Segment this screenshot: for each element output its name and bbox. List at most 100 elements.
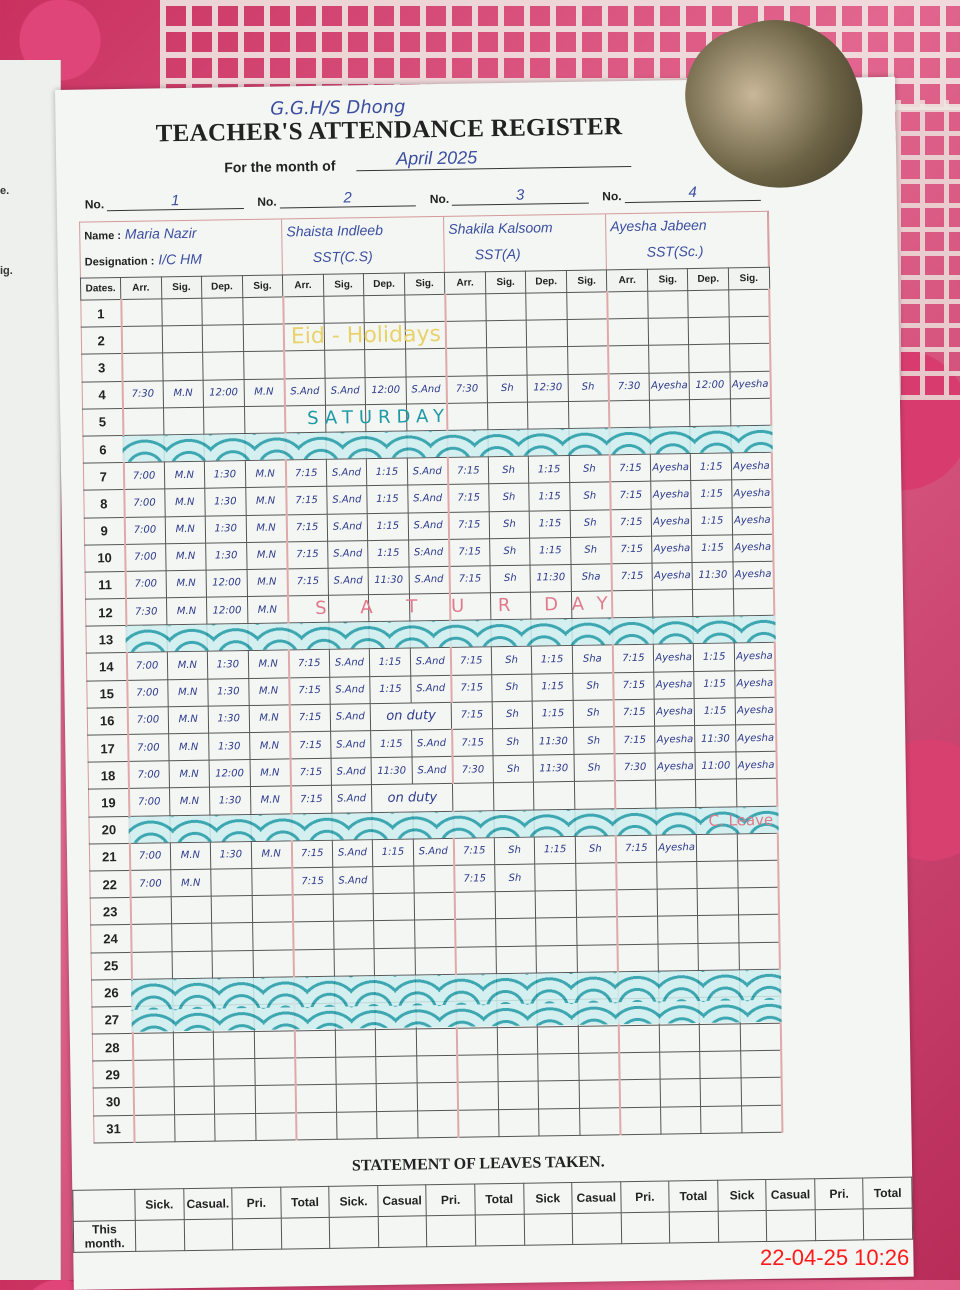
signature-cell: S.And	[407, 457, 448, 486]
signature-cell	[652, 589, 694, 618]
time-cell: 1:15	[534, 836, 576, 864]
time-cell: 1:30	[205, 515, 247, 543]
time-cell	[283, 350, 325, 379]
time-cell	[373, 893, 415, 921]
attendance-grid: Name : Maria Nazir Designation : I/C HM …	[79, 210, 783, 1144]
left-page: e. ig.	[0, 60, 61, 1280]
date-cell: 5	[82, 408, 123, 437]
time-cell	[203, 406, 245, 435]
time-cell	[688, 317, 730, 345]
time-cell	[213, 1058, 255, 1087]
signature-cell	[416, 1028, 457, 1057]
time-cell	[619, 1079, 661, 1108]
signature-cell	[728, 289, 770, 318]
signature-cell	[575, 889, 617, 918]
signature-cell: S.And	[405, 375, 447, 404]
time-cell: 7:15	[286, 513, 328, 542]
time-cell: 7:00	[129, 869, 171, 898]
signature-cell: Ayesha	[648, 372, 690, 400]
date-cell: 21	[89, 843, 130, 871]
time-cell: 7:15	[285, 459, 327, 488]
signature-cell	[738, 914, 780, 943]
time-cell: 7:00	[127, 706, 169, 735]
time-cell: 7:30	[446, 375, 488, 404]
time-cell	[121, 326, 163, 354]
signature-cell: Sh	[570, 536, 612, 565]
time-cell: 1:15	[532, 673, 573, 701]
time-cell: 11:30	[694, 724, 736, 753]
date-cell: 9	[84, 516, 125, 545]
signature-cell	[741, 1104, 783, 1133]
time-cell	[293, 948, 335, 977]
time-cell: 7:30	[614, 753, 656, 782]
time-cell: 7:00	[125, 570, 167, 599]
time-cell	[120, 298, 162, 327]
time-cell: 1:15	[366, 485, 408, 514]
signature-cell: M.N	[250, 786, 292, 815]
time-cell: 1:15	[528, 455, 570, 484]
time-cell	[454, 891, 496, 920]
column-header: Dates.	[80, 277, 121, 301]
signature-cell: S.And	[331, 839, 373, 868]
time-cell	[700, 1051, 742, 1079]
time-cell: 11:30	[368, 566, 410, 595]
teacher-designation: SST(A)	[474, 245, 521, 263]
date-cell: 2	[81, 326, 122, 355]
time-cell	[214, 1113, 256, 1141]
time-cell: 1:15	[366, 458, 408, 486]
signature-cell	[172, 1032, 214, 1061]
signature-cell	[170, 896, 212, 925]
signature-cell: Ayesha	[654, 752, 696, 781]
signature-cell	[738, 941, 780, 970]
signature-cell	[729, 343, 771, 372]
signature-cell	[649, 399, 691, 428]
signature-cell: M.N	[165, 542, 207, 571]
date-cell: 31	[93, 1115, 135, 1143]
time-cell: 7:15	[613, 726, 655, 754]
signature-cell: Sh	[567, 373, 609, 402]
signature-cell	[171, 923, 213, 952]
date-cell: 14	[86, 652, 127, 681]
signature-cell: S.And	[328, 649, 370, 677]
time-cell	[619, 1106, 661, 1135]
signature-cell: M.N	[246, 541, 288, 570]
leaves-header: Casual	[377, 1184, 427, 1217]
leaves-cell	[523, 1213, 573, 1246]
time-cell	[294, 1057, 336, 1086]
signature-cell	[659, 1024, 701, 1053]
signature-cell: M.N	[169, 841, 211, 870]
time-cell: 7:15	[290, 785, 332, 814]
date-cell: 1	[80, 299, 122, 328]
teacher-name: Shaista Indleeb	[286, 221, 384, 240]
signature-cell: Ayesha	[650, 453, 692, 482]
teacher-4: Ayesha Jabeen SST(Sc.)	[606, 211, 769, 270]
leaves-header: Pri.	[231, 1187, 281, 1219]
signature-cell	[497, 1027, 539, 1055]
column-header: Arr.	[120, 276, 162, 300]
time-cell	[376, 1083, 418, 1112]
date-cell: 25	[91, 951, 132, 980]
time-cell: 7:30	[608, 372, 650, 401]
time-cell	[618, 1025, 660, 1054]
signature-cell	[578, 1080, 620, 1109]
signature-cell	[657, 942, 699, 971]
signature-cell	[486, 347, 528, 376]
signature-cell	[578, 1053, 620, 1081]
time-cell: 1:15	[532, 700, 574, 729]
signature-cell: M.N	[166, 651, 208, 680]
time-cell	[211, 895, 253, 924]
signature-cell	[242, 296, 284, 325]
date-cell: 26	[91, 979, 132, 1007]
signature-cell: Ayesha	[734, 642, 776, 671]
time-cell: 7:15	[610, 481, 652, 510]
leaves-corner	[72, 1189, 136, 1222]
signature-cell	[497, 1054, 539, 1083]
signature-cell: M.N	[247, 650, 289, 679]
time-cell: 7:15	[453, 837, 495, 866]
signature-cell: Sh	[570, 509, 611, 538]
name-designation-row: Name : Maria Nazir Designation : I/C HM …	[79, 210, 770, 278]
time-cell	[607, 318, 649, 347]
time-cell	[364, 349, 406, 378]
leaves-cell	[329, 1216, 379, 1249]
signature-cell: S.And	[408, 566, 450, 595]
